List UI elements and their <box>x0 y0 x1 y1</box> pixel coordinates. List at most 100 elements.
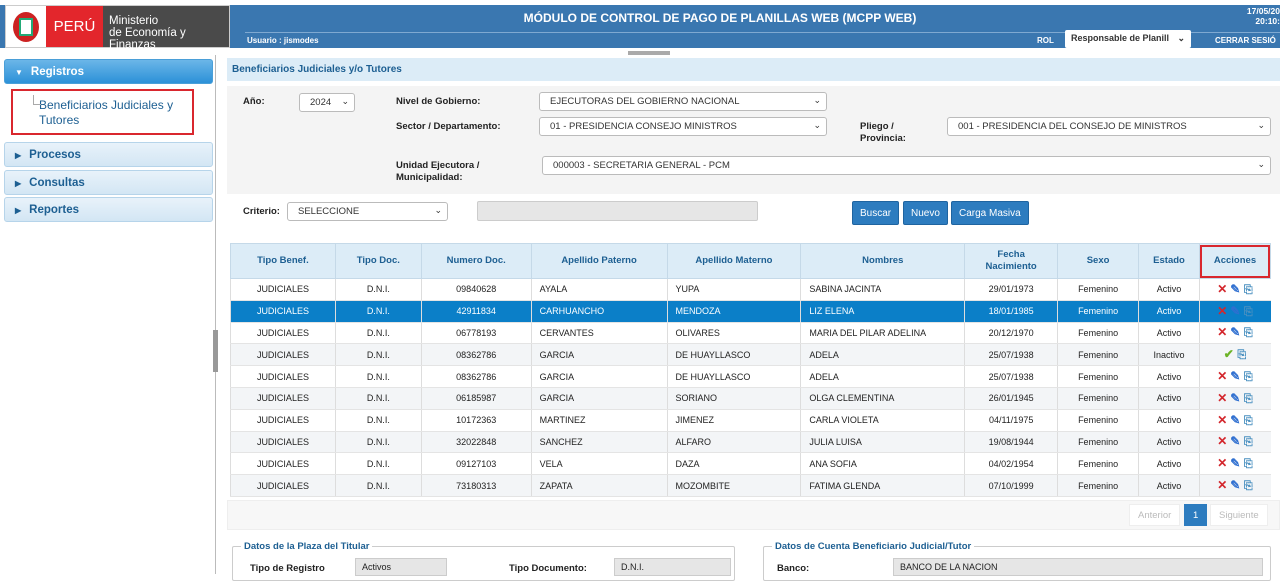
column-header[interactable]: Nombres <box>800 243 966 279</box>
nivel-select[interactable]: EJECUTORAS DEL GOBIERNO NACIONAL ⌄ <box>539 92 827 111</box>
delete-icon[interactable]: ✕ <box>1217 434 1228 449</box>
table-cell: MOZOMBITE <box>666 474 801 497</box>
table-cell: MARTINEZ <box>530 409 667 432</box>
rol-label: ROL <box>1037 36 1054 45</box>
document-add-icon[interactable]: ⎘ <box>1243 414 1253 427</box>
table-cell: JUDICIALES <box>230 431 336 454</box>
document-add-icon[interactable]: ⎘ <box>1243 305 1253 318</box>
delete-icon[interactable]: ✕ <box>1217 456 1228 471</box>
table-row[interactable]: JUDICIALES D.N.I. 09127103 VELA DAZA ANA SOFI… <box>230 452 1271 476</box>
table-cell: VELA <box>530 452 667 476</box>
delete-icon[interactable]: ✕ <box>1217 390 1228 405</box>
table-cell: ALFARO <box>666 431 801 454</box>
page-1-button[interactable]: 1 <box>1184 504 1208 526</box>
table-cell: DAZA <box>666 452 801 476</box>
table-row[interactable]: JUDICIALES D.N.I. 32022848 SANCHEZ ALFARO JUL… <box>230 431 1271 454</box>
document-add-icon[interactable]: ⎘ <box>1243 327 1253 340</box>
delete-icon[interactable]: ✕ <box>1217 412 1228 427</box>
actions-cell: ✕ ✎ ⎘ <box>1198 278 1271 301</box>
document-add-icon[interactable]: ⎘ <box>1243 392 1253 405</box>
table-cell: Femenino <box>1057 452 1139 476</box>
document-add-icon[interactable]: ⎘ <box>1243 436 1253 449</box>
splitter-handle[interactable] <box>628 51 670 55</box>
table-row[interactable]: JUDICIALES D.N.I. 08362786 GARCIA DE HUAYLLA… <box>230 343 1271 367</box>
column-header[interactable]: Acciones <box>1198 243 1272 279</box>
document-add-icon[interactable]: ⎘ <box>1243 371 1253 384</box>
table-cell: 06185987 <box>420 387 532 410</box>
sidebar-item-reportes[interactable]: ▶ Reportes <box>4 197 213 222</box>
column-header[interactable]: Estado <box>1138 243 1200 279</box>
edit-icon[interactable]: ✎ <box>1230 281 1241 296</box>
delete-icon[interactable]: ✕ <box>1217 281 1228 296</box>
table-cell: DE HUAYLLASCO <box>666 365 801 388</box>
table-cell: ADELA <box>800 343 965 367</box>
table-cell: LIZ ELENA <box>800 300 965 323</box>
caret-right-icon: ▶ <box>15 151 22 160</box>
column-header[interactable]: Sexo <box>1057 243 1140 279</box>
pliego-select[interactable]: 001 - PRESIDENCIA DEL CONSEJO DE MINISTR… <box>947 117 1271 136</box>
rol-select[interactable]: Responsable de Planill ⌄ <box>1065 30 1191 48</box>
table-row[interactable]: JUDICIALES D.N.I. 06185987 GARCIA SORIANO OLG… <box>230 387 1271 410</box>
anio-select[interactable]: 2024 ⌄ <box>299 93 355 112</box>
banco-label: Banco: <box>777 563 810 574</box>
sidebar-item-registros[interactable]: ▼ Registros <box>4 59 213 84</box>
delete-icon[interactable]: ✕ <box>1217 303 1228 318</box>
nuevo-button[interactable]: Nuevo <box>903 201 948 225</box>
edit-icon[interactable]: ✎ <box>1230 434 1241 449</box>
document-add-icon[interactable]: ⎘ <box>1243 480 1253 493</box>
sector-select[interactable]: 01 - PRESIDENCIA CONSEJO MINISTROS ⌄ <box>539 117 827 136</box>
table-row[interactable]: JUDICIALES D.N.I. 42911834 CARHUANCHO MENDOZ… <box>230 300 1271 323</box>
edit-icon[interactable]: ✎ <box>1230 478 1241 493</box>
prev-page-button[interactable]: Anterior <box>1129 504 1181 526</box>
delete-icon[interactable]: ✕ <box>1217 325 1228 340</box>
table-cell: JULIA LUISA <box>800 431 965 454</box>
sidebar-item-procesos[interactable]: ▶ Procesos <box>4 142 213 167</box>
table-cell: CARHUANCHO <box>530 300 667 323</box>
delete-icon[interactable]: ✕ <box>1217 478 1228 493</box>
table-row[interactable]: JUDICIALES D.N.I. 73180313 ZAPATA MOZOMBITE F… <box>230 474 1271 497</box>
table-cell: DE HUAYLLASCO <box>666 343 801 367</box>
table-cell: OLGA CLEMENTINA <box>800 387 965 410</box>
table-row[interactable]: JUDICIALES D.N.I. 09840628 AYALA YUPA SABINA … <box>230 278 1271 301</box>
table-cell: Femenino <box>1057 409 1139 432</box>
document-add-icon[interactable]: ⎘ <box>1243 458 1253 471</box>
edit-icon[interactable]: ✎ <box>1230 303 1241 318</box>
edit-icon[interactable]: ✎ <box>1230 369 1241 384</box>
delete-icon[interactable]: ✕ <box>1217 369 1228 384</box>
criterio-select[interactable]: SELECCIONE ⌄ <box>287 202 448 221</box>
column-header[interactable]: Apellido Paterno <box>530 243 668 279</box>
unidad-select[interactable]: 000003 - SECRETARIA GENERAL - PCM ⌄ <box>542 156 1271 175</box>
sidebar-scrollbar[interactable] <box>213 330 218 372</box>
column-header[interactable]: Apellido Materno <box>666 243 802 279</box>
sidebar-subitem-beneficiarios[interactable]: Beneficiarios Judiciales y Tutores <box>11 89 194 135</box>
banco-field[interactable]: BANCO DE LA NACION <box>893 558 1263 576</box>
table-cell: 04/11/1975 <box>964 409 1058 432</box>
column-header[interactable]: Tipo Doc. <box>334 243 422 279</box>
table-row[interactable]: JUDICIALES D.N.I. 10172363 MARTINEZ JIMENEZ C… <box>230 409 1271 432</box>
table-row[interactable]: JUDICIALES D.N.I. 06778193 CERVANTES OLIVARE… <box>230 322 1271 345</box>
column-header[interactable]: Fecha Nacimiento <box>964 243 1059 279</box>
table-cell: D.N.I. <box>334 431 422 454</box>
tipo-registro-field[interactable]: Activos <box>355 558 447 576</box>
edit-icon[interactable]: ✎ <box>1230 325 1241 340</box>
activate-icon[interactable]: ✔ <box>1223 347 1234 362</box>
buscar-button[interactable]: Buscar <box>852 201 900 225</box>
edit-icon[interactable]: ✎ <box>1230 390 1241 405</box>
sidebar-item-consultas[interactable]: ▶ Consultas <box>4 170 213 195</box>
next-page-button[interactable]: Siguiente <box>1210 504 1268 526</box>
column-header[interactable]: Numero Doc. <box>420 243 532 279</box>
logo-ministry: Ministerio de Economía y Finanzas <box>103 6 229 51</box>
carga-masiva-button[interactable]: Carga Masiva <box>951 201 1029 225</box>
document-add-icon[interactable]: ⎘ <box>1237 349 1247 362</box>
edit-icon[interactable]: ✎ <box>1230 412 1241 427</box>
document-add-icon[interactable]: ⎘ <box>1243 283 1253 296</box>
table-row[interactable]: JUDICIALES D.N.I. 08362786 GARCIA DE HUAYLLA… <box>230 365 1271 388</box>
edit-icon[interactable]: ✎ <box>1230 456 1241 471</box>
column-header[interactable]: Tipo Benef. <box>230 243 336 279</box>
criterio-input[interactable] <box>477 201 758 221</box>
tipo-doc-field[interactable]: D.N.I. <box>614 558 731 576</box>
table-cell: CARLA VIOLETA <box>800 409 965 432</box>
table-cell: D.N.I. <box>334 452 422 476</box>
logout-link[interactable]: CERRAR SESIÓ <box>1215 36 1276 45</box>
table-cell: D.N.I. <box>334 322 422 345</box>
